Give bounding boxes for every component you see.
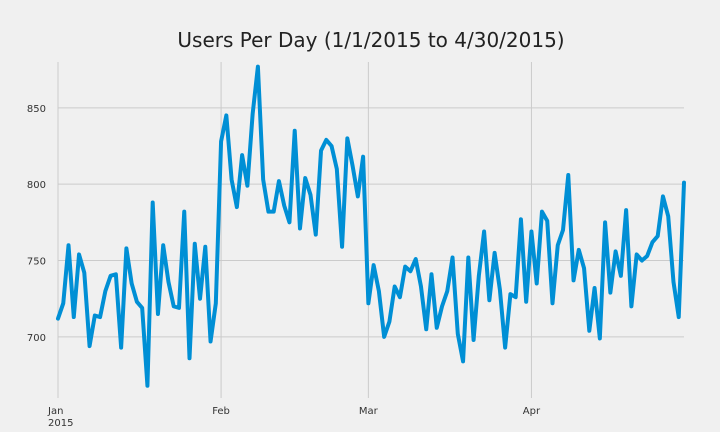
x-tick-label-apr: Apr: [523, 406, 541, 417]
x-tick-label-feb: Feb: [212, 406, 230, 417]
series-layer: [56, 64, 686, 388]
y-tick-label-750: 750: [27, 257, 46, 268]
y-tick-label-800: 800: [27, 180, 46, 191]
x-tick-sublabel-year: 2015: [48, 418, 73, 429]
x-tick-label-jan: Jan: [47, 406, 63, 417]
series-line-0: [56, 64, 686, 388]
y-tick-label-850: 850: [27, 104, 46, 115]
x-tick-label-mar: Mar: [359, 406, 379, 417]
chart-title: Users Per Day (1/1/2015 to 4/30/2015): [177, 28, 564, 52]
y-tick-label-700: 700: [27, 333, 46, 344]
